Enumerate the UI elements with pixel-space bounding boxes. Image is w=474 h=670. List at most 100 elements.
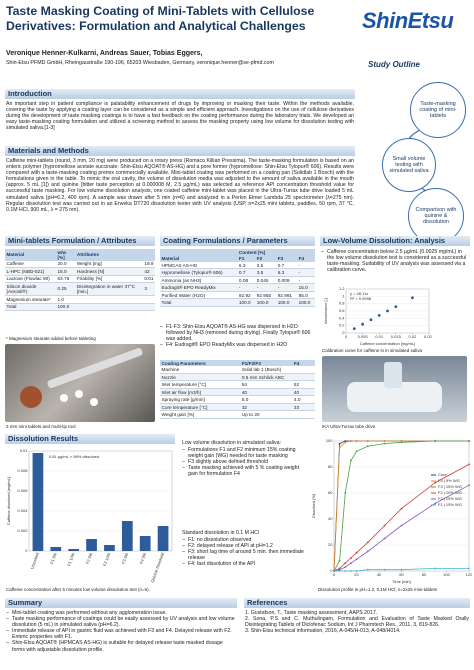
marker <box>366 541 369 544</box>
table-cell: 0.5 mm Schlick ABC <box>240 373 315 382</box>
table-cell: 92.92 <box>237 291 256 300</box>
bar <box>139 536 151 551</box>
table-cell: 0.009 <box>276 276 298 285</box>
legend-label: Core <box>438 472 447 477</box>
table-row: Eudragit® EPO ReadyMix - - -15.0 <box>160 283 315 292</box>
table-cell: 20.0 <box>55 260 76 269</box>
y-tick-label: 1.2 <box>339 286 345 291</box>
bar <box>121 521 133 551</box>
coating-table: Content [%] Material F1 F2 F3 F4 HPMCAS AS-HG 6… <box>160 249 315 307</box>
table-row: Coating Parameters F1/F2/F3 F4 <box>160 360 315 367</box>
list-item: F4: fast dissolution of the API <box>182 561 307 567</box>
table-cell: 100.0 <box>55 303 155 312</box>
table-cell: 92.991 <box>276 291 298 300</box>
marker <box>344 492 347 494</box>
table-cell: Hypromellose (Tylopur® 606) <box>160 268 238 277</box>
point <box>394 305 398 308</box>
x-tick-label: 0.015 <box>391 334 402 339</box>
table-cell: Weight gain [%] <box>160 410 241 419</box>
legend-label: F2 | 10% WG <box>438 490 462 495</box>
y-axis-label: Caffeine dissolved [mg/mL] <box>6 477 11 525</box>
marker <box>344 570 347 572</box>
table-cell: Ammonia (as NH3) <box>160 276 238 285</box>
table-cell: Core temperature [°C] <box>160 403 241 412</box>
table-cell: 0.045 <box>255 276 277 285</box>
marker <box>355 440 358 442</box>
list-item: Immediate release of API in gastric flui… <box>6 628 236 640</box>
table-cell: 0.7 <box>276 261 298 270</box>
table-row: Total 100.0 <box>5 303 155 312</box>
marker <box>383 537 386 540</box>
table-cell: Silicon dioxide (Aerosil®) <box>5 282 56 297</box>
bar <box>32 453 44 551</box>
marker <box>349 570 352 572</box>
table-row: Lactose (Flowlac 90) 63.75 Friability [%] 0… <box>5 275 155 284</box>
list-item: F1-F3: Shin-Etsu AQOAT® AS-HG was disper… <box>160 324 315 342</box>
saliva-bullets: Formulations F1 and F2 minimum 15% coati… <box>182 447 307 477</box>
table-cell: F4 <box>292 360 315 367</box>
table-row: Ammonia (as NH3) 0.08 0.045 0.009- <box>160 276 315 285</box>
table-cell: 52 <box>292 380 315 389</box>
y-tick-label: 0.6 <box>339 308 345 313</box>
marker <box>383 568 386 571</box>
table-cell: Friability [%] <box>75 275 143 284</box>
marker <box>333 570 335 572</box>
table-cell: 63.75 <box>55 275 76 284</box>
list-item: Shin-Etsu AQOAT® (HPMCAS AS-HG) is suita… <box>6 640 236 652</box>
y-tick-label: 0.006 <box>17 488 28 493</box>
table-cell: Inlet temperature [°C] <box>160 380 241 389</box>
marker <box>434 481 437 484</box>
table-cell: Spraying rate [g/min] <box>160 395 241 404</box>
marker <box>338 442 341 445</box>
annotation: 0.81 µg/mL ≈ 98% dissolved <box>49 454 99 459</box>
table-body: HPMCAS AS-HG 6.3 3.5 0.7- Hypromellose (Tylo… <box>160 261 315 307</box>
table-cell: Purified Water (H2O) <box>160 291 238 300</box>
table-cell: 3 <box>142 282 155 297</box>
results-intro: Low volume dissolution in simulated sali… <box>182 440 281 446</box>
list-item: F4: Eudragit® EPO ReadyMix was dispersed… <box>160 342 315 348</box>
x-tick-label: 0 <box>333 572 336 577</box>
marker <box>355 570 358 572</box>
table-row: Core temperature [°C] 32 33 <box>160 403 315 412</box>
lv-bullets: Caffeine concentration below 2.5 µg/mL (… <box>321 249 469 273</box>
marker <box>366 440 369 442</box>
marker <box>344 566 347 568</box>
y-tick-label: 100 <box>326 438 333 443</box>
legend-label: F3 | 15% WG <box>438 484 462 489</box>
table-cell: Weight [mg] <box>75 260 143 269</box>
marker <box>344 441 347 444</box>
section-heading: Mini-tablets Formulation / Attributes <box>5 236 155 246</box>
bar <box>157 526 169 551</box>
table-cell: - <box>255 283 277 292</box>
y-tick-label: 60 <box>328 490 333 495</box>
table-cell: - <box>276 283 298 292</box>
table-cell: 42 <box>142 267 155 276</box>
x-tick-label: 60 <box>399 572 404 577</box>
legend-label: F2 | 15% WG <box>438 496 462 501</box>
table-row: Nozzle 0.5 mm Schlick ABC <box>160 373 315 382</box>
list-item: 1. Gustafson, T., Taste masking assessme… <box>245 610 378 616</box>
y-tick-label: 1 <box>342 293 345 298</box>
x-tick-label: 0.01 <box>375 334 384 339</box>
table-cell: 6.3 <box>276 268 298 277</box>
table-row: Inlet air flow [m3/h] 40 40 <box>160 388 315 397</box>
x-tick-label: 0.02 <box>409 334 418 339</box>
y-tick-label: 0.002 <box>17 528 28 533</box>
x-tick-label: Uncoated <box>29 552 40 570</box>
marker <box>468 484 470 487</box>
table-cell: 33 <box>292 403 315 412</box>
table-cell: Inlet air flow [m3/h] <box>160 388 241 397</box>
table-cell <box>160 249 238 256</box>
table-cell: L-HPC (NBD-021) <box>5 267 56 276</box>
list-item: 2. Sona, P.S and C. Muthulingam, Formula… <box>245 616 469 629</box>
marker <box>349 459 352 462</box>
table-cell: 100.0 <box>297 298 315 307</box>
outline-step: Small volume testing with simulated sali… <box>382 138 436 192</box>
legend-label: F1 | 15% WG <box>438 502 462 507</box>
table-cell: w/w [%] <box>55 249 76 261</box>
marker <box>355 450 358 453</box>
list-item: Mini-tablet coating was performed withou… <box>6 610 236 616</box>
hcl-heading: Standard dissolution in 0.1 M HCl <box>182 530 259 536</box>
section-heading: References <box>244 598 470 608</box>
